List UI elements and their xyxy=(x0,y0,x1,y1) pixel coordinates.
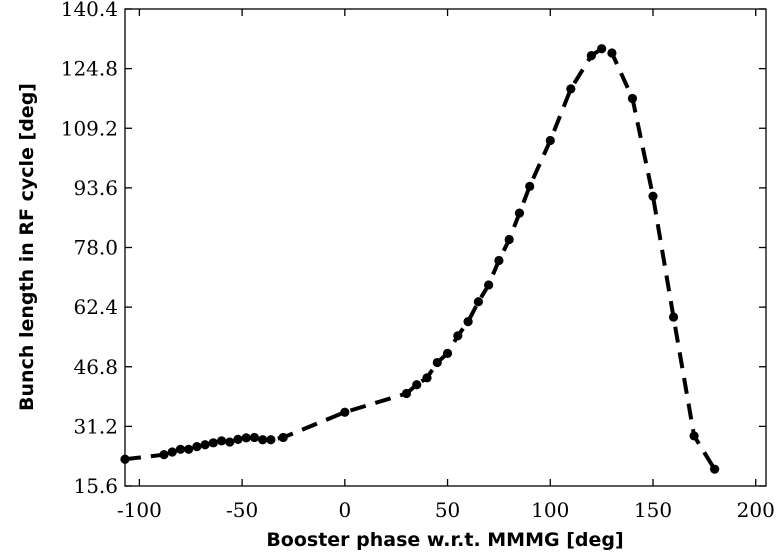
y-tick-label: 93.6 xyxy=(73,176,118,200)
series-line xyxy=(124,46,717,471)
y-tick-label: 15.6 xyxy=(73,474,118,498)
data-point xyxy=(192,442,202,452)
data-point xyxy=(175,444,186,454)
y-tick-label: 46.8 xyxy=(73,355,118,379)
y-tick-label: 140.4 xyxy=(61,0,118,21)
data-point xyxy=(216,436,227,446)
data-point xyxy=(278,432,288,443)
data-point xyxy=(689,431,699,441)
y-tick-labels: 15.6 31.2 46.8 62.4 78.0 93.6 109.2 124.8 140.4 xyxy=(61,0,118,498)
y-tick-label: 109.2 xyxy=(61,116,118,140)
data-point xyxy=(586,51,596,61)
data-point xyxy=(258,435,268,445)
data-point xyxy=(432,357,442,368)
data-point xyxy=(159,450,169,460)
x-tick-label: -50 xyxy=(226,498,258,522)
data-point xyxy=(401,388,412,399)
data-point xyxy=(442,348,453,358)
data-point xyxy=(627,93,638,104)
data-point xyxy=(340,407,350,417)
data-point xyxy=(566,84,576,94)
data-point xyxy=(167,447,177,457)
x-tick-label: 150 xyxy=(634,498,672,522)
data-point xyxy=(648,191,658,201)
data-point xyxy=(597,44,607,54)
data-point xyxy=(412,380,422,390)
x-axis-title: Booster phase w.r.t. MMMG [deg] xyxy=(266,529,623,551)
y-tick-label: 62.4 xyxy=(73,295,118,319)
y-axis-title: Bunch length in RF cycle [deg] xyxy=(16,83,38,411)
data-point xyxy=(184,444,194,454)
data-point xyxy=(525,181,535,191)
data-point xyxy=(494,255,504,266)
plot-frame xyxy=(124,8,767,487)
data-point xyxy=(422,373,432,383)
data-markers xyxy=(120,44,720,474)
x-tick-label: -100 xyxy=(117,498,162,522)
y-tick-label: 31.2 xyxy=(73,414,118,438)
x-tick-label: 100 xyxy=(531,498,569,522)
data-point xyxy=(249,432,260,443)
data-point xyxy=(710,464,720,474)
y-tick-label: 78.0 xyxy=(73,236,118,260)
data-point xyxy=(607,48,617,58)
data-point xyxy=(484,280,494,290)
data-point xyxy=(504,234,514,245)
data-point xyxy=(208,438,218,448)
data-point xyxy=(266,435,276,445)
data-point xyxy=(453,331,463,341)
data-point xyxy=(463,317,473,327)
data-point xyxy=(241,433,251,443)
x-tick-label: 200 xyxy=(737,498,775,522)
data-point xyxy=(233,434,243,444)
data-point xyxy=(200,440,210,450)
data-point xyxy=(225,437,235,447)
data-point xyxy=(514,208,525,218)
x-tick-label: 50 xyxy=(435,498,460,522)
data-point xyxy=(120,454,130,464)
x-tick-labels: -100 -50 0 50 100 150 200 xyxy=(117,498,775,522)
data-point xyxy=(668,312,679,322)
y-tick-label: 124.8 xyxy=(61,57,118,81)
axis-ticks xyxy=(125,8,766,487)
x-tick-label: 0 xyxy=(338,498,351,522)
data-point xyxy=(473,297,483,307)
data-point xyxy=(545,135,555,146)
